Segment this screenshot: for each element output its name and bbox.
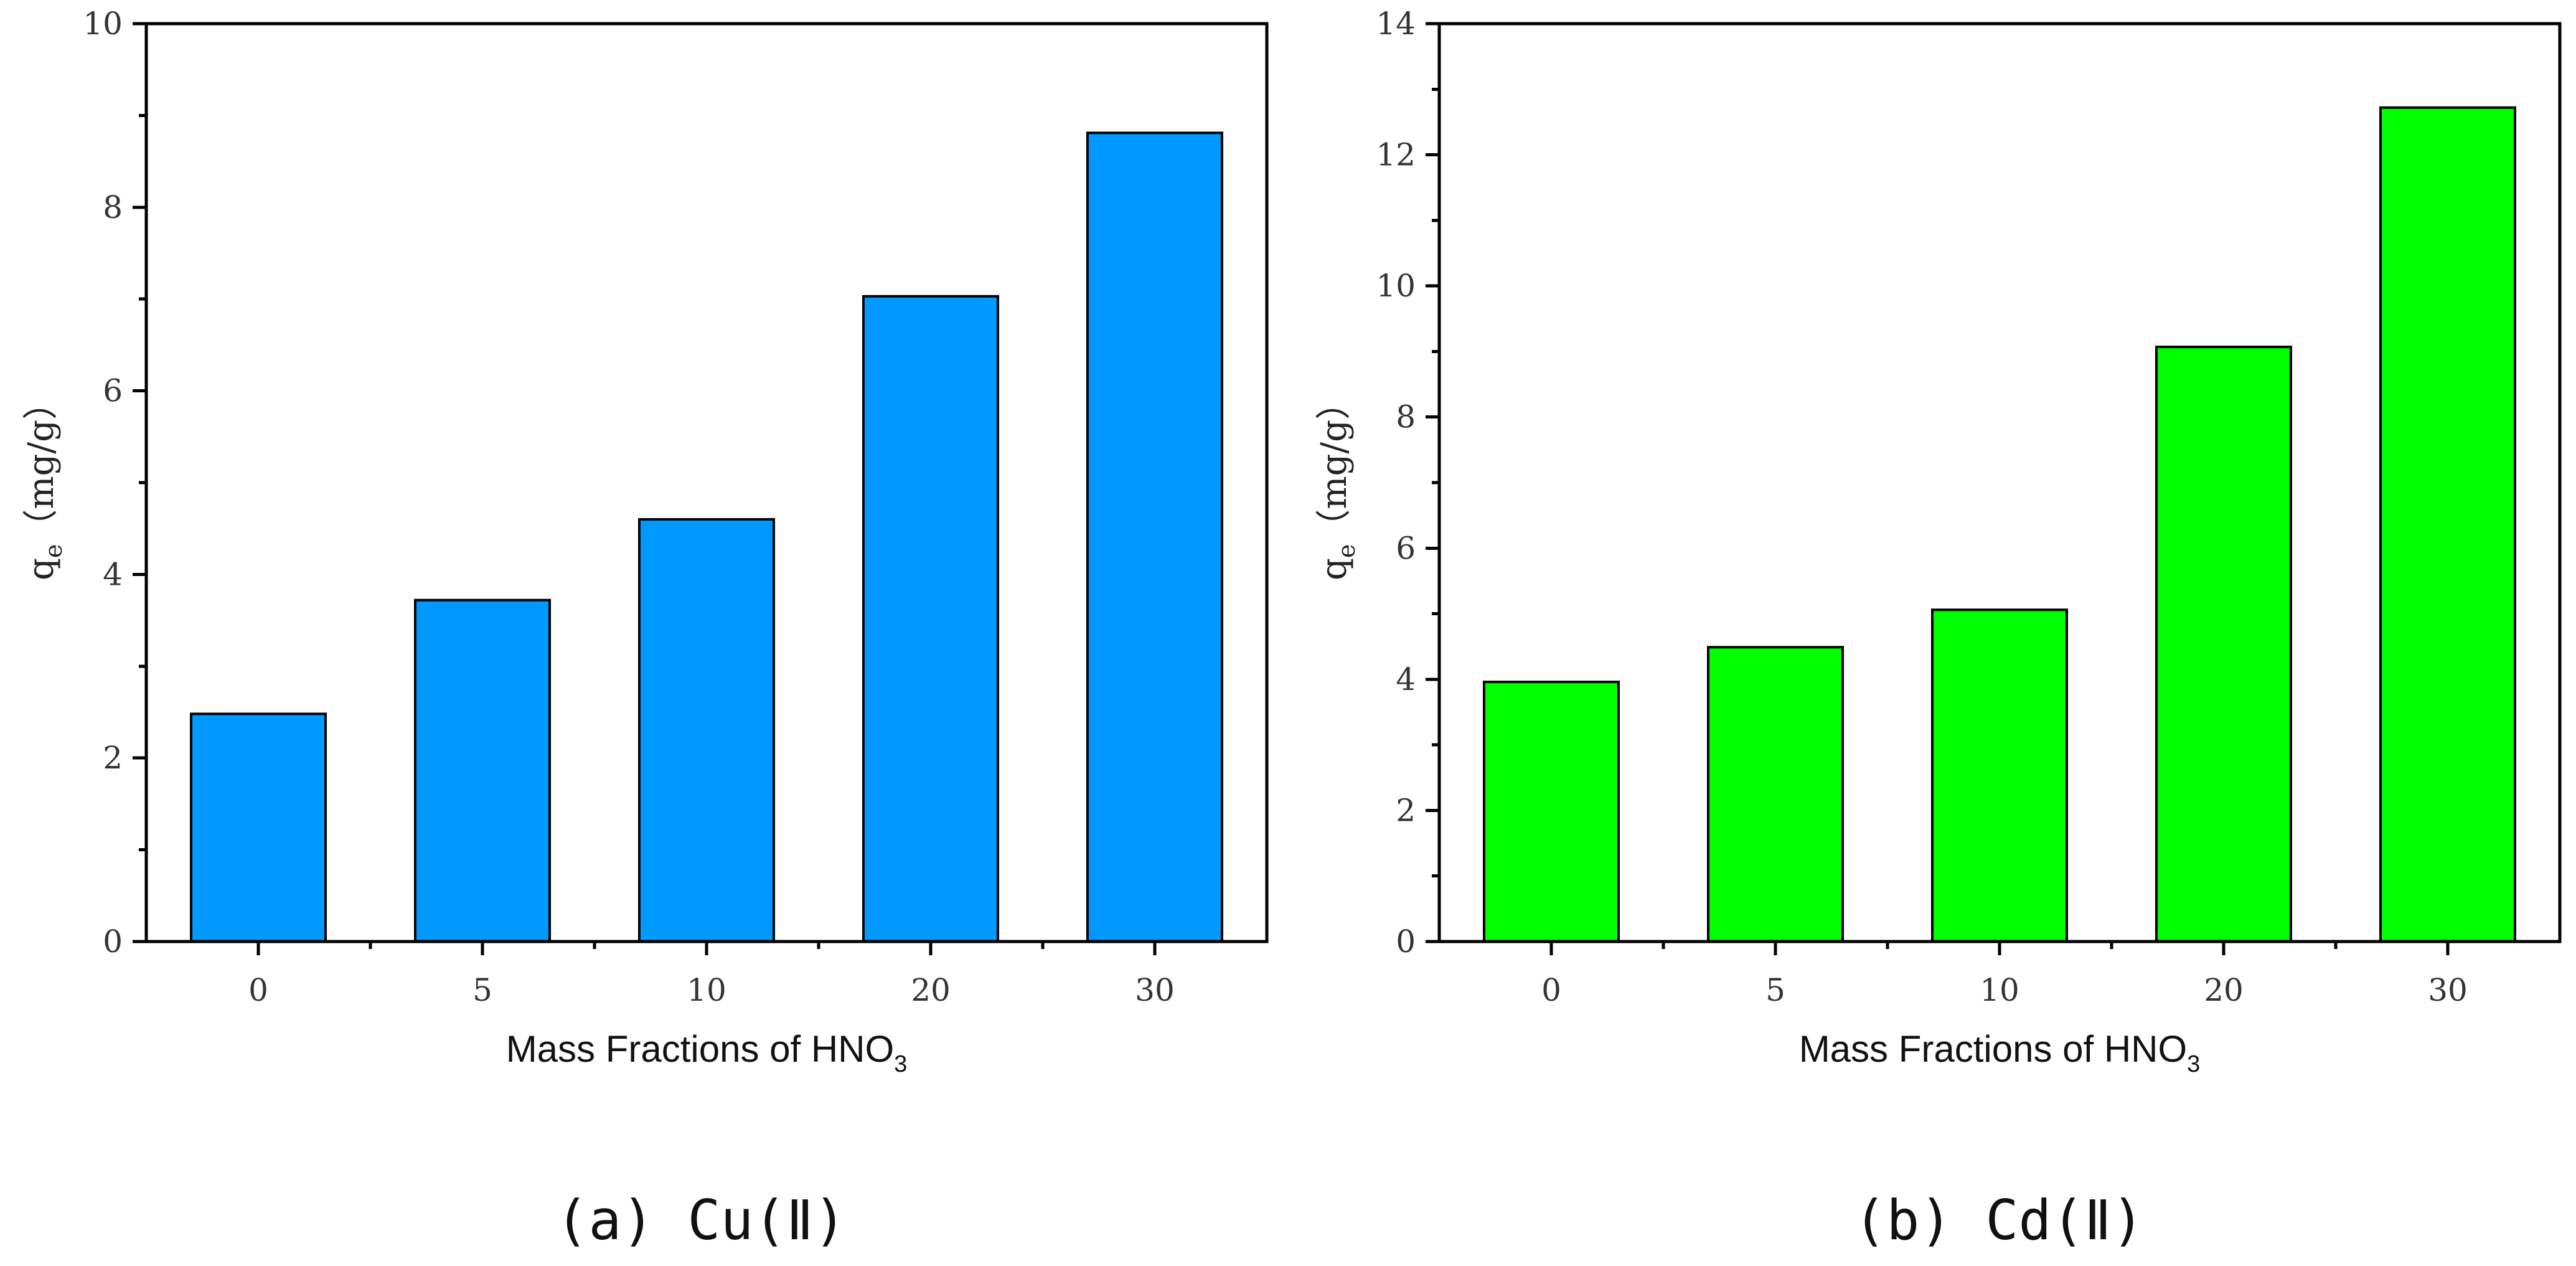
y-tick-label: 10 bbox=[83, 6, 123, 42]
bar-20 bbox=[862, 295, 999, 943]
y-tick-label: 8 bbox=[1396, 399, 1416, 435]
bar-10 bbox=[1931, 608, 2068, 943]
x-axis-label-main: Mass Fractions of HNO bbox=[506, 1028, 894, 1070]
x-tick-label: 20 bbox=[2204, 972, 2244, 1008]
x-tick-label: 0 bbox=[248, 972, 268, 1008]
y-tick-label: 4 bbox=[1396, 661, 1416, 697]
y-tick-label: 0 bbox=[103, 924, 123, 960]
y-tick-label: 6 bbox=[103, 373, 123, 409]
panel-caption: (a) Cu(Ⅱ) bbox=[555, 1188, 846, 1252]
y-tick-label: 12 bbox=[1376, 137, 1416, 173]
bar-10 bbox=[638, 518, 775, 943]
x-axis-label-main: Mass Fractions of HNO bbox=[1799, 1028, 2187, 1070]
x-axis-label-subscript: 3 bbox=[894, 1051, 907, 1077]
y-tick-label: 0 bbox=[1396, 924, 1416, 960]
x-tick-label: 5 bbox=[472, 972, 492, 1008]
y-tick-label: 2 bbox=[103, 740, 123, 776]
y-axis-label-subscript: e bbox=[1333, 544, 1360, 559]
y-axis-label-main: q bbox=[21, 558, 62, 580]
y-tick-label: 4 bbox=[103, 556, 123, 592]
y-tick-label: 6 bbox=[1396, 530, 1416, 566]
y-tick-label: 2 bbox=[1396, 792, 1416, 828]
x-tick-label: 10 bbox=[1980, 972, 2019, 1008]
x-tick-label: 0 bbox=[1541, 972, 1561, 1008]
x-tick-label: 10 bbox=[687, 972, 726, 1008]
x-tick-label: 5 bbox=[1765, 972, 1785, 1008]
x-axis-label-subscript: 3 bbox=[2187, 1051, 2200, 1077]
chart-panel-b: 0 2 4 6 8 10 12 14 0 5 10 20 30 Mass Fractions of HNO… bbox=[1314, 6, 2562, 1252]
bar-5 bbox=[414, 598, 551, 943]
bar-5 bbox=[1707, 646, 1844, 943]
y-axis-label-main: q bbox=[1314, 558, 1355, 580]
y-axis-label-unit: （mg/g） bbox=[21, 385, 62, 544]
y-tick-label: 8 bbox=[103, 189, 123, 225]
y-axis-label: qe（mg/g） bbox=[21, 385, 67, 580]
y-axis-label-unit: （mg/g） bbox=[1314, 385, 1355, 544]
bar-30 bbox=[2379, 106, 2516, 943]
bar-0 bbox=[1483, 681, 1620, 943]
bar-20 bbox=[2155, 346, 2292, 943]
y-axis-label-subscript: e bbox=[40, 544, 67, 559]
x-tick-label: 30 bbox=[1135, 972, 1175, 1008]
y-tick-label: 14 bbox=[1376, 6, 1416, 42]
x-tick-label: 20 bbox=[911, 972, 951, 1008]
chart-panel-a: 0 2 4 6 8 10 0 5 10 20 30 Mass Fractions of HNO3 qe（… bbox=[21, 6, 1269, 1252]
x-axis-label: Mass Fractions of HNO3 bbox=[1799, 1028, 2201, 1077]
bar-30 bbox=[1086, 131, 1223, 943]
x-tick-label: 30 bbox=[2428, 972, 2468, 1008]
panel-caption: (b) Cd(Ⅱ) bbox=[1853, 1188, 2144, 1252]
y-axis-label: qe（mg/g） bbox=[1314, 385, 1360, 580]
y-tick-label: 10 bbox=[1376, 268, 1416, 304]
bar-0 bbox=[190, 712, 327, 943]
x-axis-label: Mass Fractions of HNO3 bbox=[506, 1028, 908, 1077]
